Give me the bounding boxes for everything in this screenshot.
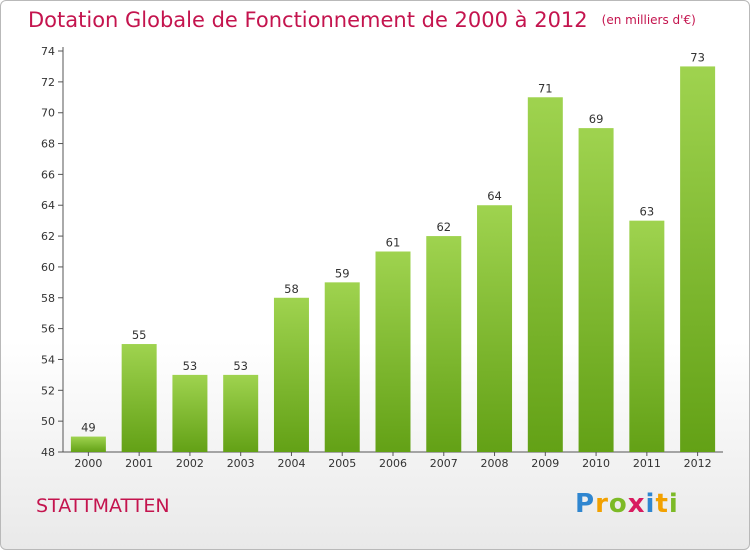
y-tick-label: 58 (41, 292, 55, 305)
x-tick-label: 2003 (227, 457, 255, 470)
bar-2000 (70, 436, 106, 452)
bars (70, 66, 716, 453)
value-label: 73 (690, 50, 705, 64)
x-tick-label: 2011 (633, 457, 661, 470)
bar-2010 (578, 128, 614, 452)
x-tick-label: 2006 (379, 457, 407, 470)
value-labels: 49 55 53 53 58 59 61 62 64 71 69 63 73 (81, 50, 705, 434)
x-tick-label: 2001 (125, 457, 153, 470)
x-tick-label: 2002 (176, 457, 204, 470)
value-label: 71 (538, 81, 553, 95)
y-tick-label: 50 (41, 415, 55, 428)
bar-2006 (375, 251, 411, 452)
x-tick-label: 2007 (430, 457, 458, 470)
logo-letter: P (575, 489, 596, 519)
value-label: 53 (233, 359, 248, 373)
x-tick-label: 2000 (74, 457, 102, 470)
y-tick-label: 72 (41, 76, 55, 89)
bar-2004 (273, 297, 309, 452)
y-tick-label: 68 (41, 138, 55, 151)
chart-title: Dotation Globale de Fonctionnement de 20… (28, 8, 696, 32)
bar-2012 (680, 66, 716, 452)
logo-letter: o (608, 489, 628, 519)
logo-letter: i (668, 489, 679, 519)
value-label: 63 (640, 205, 655, 219)
unit-label: (en milliers d'€) (601, 13, 696, 27)
bar-2008 (477, 205, 513, 452)
commune-name: STATTMATTEN (36, 495, 170, 517)
bar-2009 (527, 97, 563, 453)
logo-letter: t (655, 489, 669, 519)
x-tick-label: 2005 (328, 457, 356, 470)
y-tick-label: 54 (41, 353, 55, 366)
value-label: 64 (487, 189, 502, 203)
value-label: 58 (284, 282, 299, 296)
logo-letter: r (595, 489, 609, 519)
x-axis: 2000 2001 2002 2003 2004 2005 2006 2007 2008 2009… (63, 451, 723, 470)
x-tick-label: 2008 (481, 457, 509, 470)
x-tick-label: 2004 (277, 457, 305, 470)
y-tick-label: 60 (41, 261, 55, 274)
logo-letter: i (645, 489, 656, 519)
value-label: 69 (589, 112, 604, 126)
x-tick-label: 2009 (531, 457, 559, 470)
bar-2007 (426, 236, 462, 452)
value-label: 61 (386, 236, 401, 250)
value-label: 49 (81, 421, 96, 435)
bar-2001 (121, 344, 157, 452)
y-tick-label: 56 (41, 323, 55, 336)
proxiti-logo: Proxiti (575, 489, 679, 519)
y-tick-label: 74 (41, 45, 55, 58)
y-tick-label: 70 (41, 107, 55, 120)
bar-2002 (172, 374, 208, 452)
bar-2011 (629, 220, 665, 452)
x-tick-label: 2012 (684, 457, 712, 470)
y-tick-label: 64 (41, 199, 55, 212)
bar-2005 (324, 282, 360, 452)
y-tick-label: 52 (41, 384, 55, 397)
y-tick-label: 48 (41, 446, 55, 459)
x-tick-label: 2010 (582, 457, 610, 470)
value-label: 62 (436, 220, 451, 234)
value-label: 53 (183, 359, 198, 373)
value-label: 59 (335, 266, 350, 280)
y-tick-label: 62 (41, 230, 55, 243)
value-label: 55 (132, 328, 147, 342)
y-tick-label: 66 (41, 168, 55, 181)
logo-letter: x (627, 489, 646, 519)
bar-2003 (223, 374, 259, 452)
y-axis: 48 50 52 54 56 58 60 62 64 66 68 70 72 74 (41, 45, 64, 459)
